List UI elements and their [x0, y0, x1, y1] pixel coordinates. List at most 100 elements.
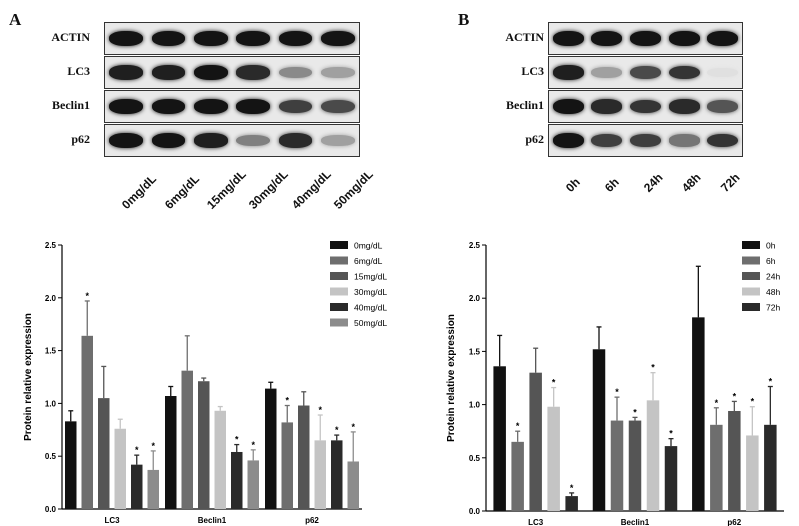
bar — [298, 405, 310, 509]
legend-label: 72h — [766, 303, 780, 313]
legend-swatch — [330, 287, 348, 296]
blot-band — [630, 133, 661, 148]
y-tick-label: 0.0 — [469, 507, 481, 516]
legend-label: 6h — [766, 256, 776, 266]
blot-row-label: p62 — [71, 131, 90, 146]
significance-marker: * — [318, 405, 322, 415]
bar — [198, 381, 210, 509]
legend-swatch — [330, 241, 348, 249]
blot-band — [193, 133, 228, 148]
significance-marker: * — [751, 397, 755, 407]
legend-label: 0h — [766, 241, 776, 251]
blot-band — [278, 66, 313, 79]
blot-lane-label: 72h — [717, 170, 743, 195]
y-axis-label: Protein relative expression — [446, 314, 457, 442]
significance-marker: * — [85, 291, 89, 301]
blot-band — [668, 31, 700, 46]
blot-strip — [548, 22, 743, 55]
legend-swatch — [742, 287, 760, 296]
blot-lane-label: 6h — [601, 175, 622, 195]
bar — [610, 420, 624, 511]
bar-chart-a: 0.0 0.5 1.0 1.5 2.0 2.5 Protein relative expre… — [23, 241, 387, 526]
blot-band — [320, 135, 355, 146]
blot-lane-label: 6mg/dL — [161, 171, 202, 212]
bar — [131, 464, 143, 509]
blot-band — [668, 65, 700, 80]
bar — [81, 335, 93, 509]
blot-band — [193, 65, 228, 80]
blot-lane-label: 0h — [563, 175, 584, 195]
x-category-label: p62 — [727, 518, 741, 526]
x-category-label: Beclin1 — [621, 518, 650, 526]
bar — [231, 451, 243, 509]
legend-label: 40mg/dL — [354, 303, 387, 313]
legend-swatch — [742, 303, 760, 311]
blot-lane-label: 50mg/dL — [330, 167, 376, 212]
legend-swatch — [742, 272, 760, 280]
bar — [331, 440, 343, 509]
significance-marker: * — [351, 422, 355, 432]
significance-marker: * — [151, 441, 155, 451]
blot-band — [236, 134, 271, 147]
blot-row-label: ACTIN — [505, 29, 544, 44]
y-tick-label: 2.0 — [45, 294, 57, 303]
bar — [529, 372, 542, 511]
legend-label: 50mg/dL — [354, 318, 387, 328]
legend-label: 0mg/dL — [354, 241, 383, 251]
blot-band — [591, 67, 623, 78]
significance-marker: * — [769, 377, 773, 387]
blot-lane-label: 30mg/dL — [246, 167, 291, 212]
blot-band — [193, 31, 228, 46]
blot-band — [278, 133, 313, 148]
y-tick-label: 0.5 — [45, 452, 57, 461]
bar — [746, 435, 759, 511]
blot-band — [630, 99, 661, 114]
legend-swatch — [742, 256, 760, 265]
blot-band — [151, 31, 186, 46]
blot-band — [151, 99, 186, 114]
bar — [565, 496, 578, 511]
legend-swatch — [742, 241, 760, 249]
y-axis-label: Protein relative expression — [23, 313, 34, 441]
bar — [347, 461, 359, 509]
blot-band — [109, 31, 144, 46]
blot-band — [552, 65, 584, 80]
panel-a-letter: A — [9, 10, 22, 29]
bar — [281, 422, 293, 509]
blot-strip — [104, 56, 360, 89]
blot-band — [320, 31, 355, 46]
significance-marker: * — [235, 435, 239, 445]
blot-row-label: LC3 — [521, 63, 544, 78]
blot-band — [707, 31, 739, 46]
significance-marker: * — [615, 387, 619, 397]
blot-strip — [104, 22, 360, 55]
bar — [692, 317, 705, 511]
x-category-label: LC3 — [528, 518, 544, 526]
panel-b-letter: B — [458, 10, 470, 29]
y-tick-label: 1.5 — [45, 347, 57, 356]
significance-marker: * — [651, 363, 655, 373]
blot-band — [236, 65, 271, 80]
significance-marker: * — [516, 421, 520, 431]
legend-label: 30mg/dL — [354, 287, 387, 297]
blot-band — [707, 99, 739, 113]
significance-marker: * — [285, 396, 289, 406]
significance-marker: * — [251, 440, 255, 450]
blot-strip — [104, 90, 360, 123]
blot-band — [236, 31, 271, 46]
blot-strip — [548, 90, 743, 123]
y-tick-label: 0.5 — [469, 454, 481, 463]
blot-band — [109, 65, 144, 80]
blot-strip — [548, 124, 743, 157]
blot-band — [591, 133, 623, 148]
y-tick-label: 1.5 — [469, 347, 481, 356]
blot-row-label: p62 — [525, 131, 544, 146]
bar — [664, 446, 678, 511]
significance-marker: * — [669, 429, 673, 439]
y-tick-label: 2.5 — [469, 241, 481, 250]
x-category-label: LC3 — [104, 516, 120, 525]
legend-label: 24h — [766, 272, 780, 282]
bar — [493, 366, 506, 511]
blot-band — [151, 133, 186, 148]
blot-band — [630, 65, 661, 80]
